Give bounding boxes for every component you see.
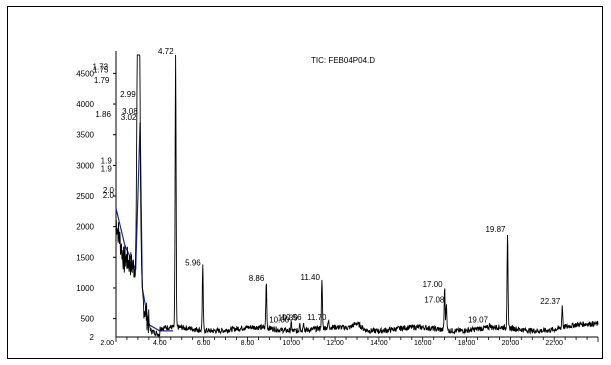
- peak-label: 10.56: [282, 313, 303, 322]
- y-tick-label: 1000: [76, 284, 94, 293]
- x-tick-label: 8.00: [241, 340, 255, 347]
- peak-label: 11.70: [307, 313, 327, 322]
- y-tick-label: 4000: [76, 100, 94, 109]
- peak-label: 17.00: [423, 280, 444, 289]
- peak-label: 3.08: [122, 107, 138, 116]
- tic-trace: [115, 54, 599, 337]
- peak-label: 5.96: [185, 259, 201, 268]
- y-axis-ticks: 4500 4000 3500 3000 2500 2000 1500 1000 500 2: [76, 69, 116, 342]
- peak-label: 19.07: [468, 316, 489, 325]
- x-origin-label: 2.00: [100, 340, 114, 347]
- x-tick-label: 20.00: [502, 340, 520, 347]
- chart-title: TIC: FEB04P04.D: [311, 56, 375, 65]
- integration-baseline: [115, 122, 173, 332]
- peak-label: 22.37: [540, 297, 561, 306]
- x-axis-ticks: 2.00 4.00 6.00 8.00 10.00 12.00 14.00 16.00 18.0…: [100, 337, 599, 347]
- x-tick-label: 22.00: [545, 340, 563, 347]
- chromatogram-chart: 4500 4000 3500 3000 2500 2000 1500 1000 500 2 2.0…: [76, 47, 599, 347]
- peak-label: 1.75: [93, 65, 109, 74]
- x-tick-label: 18.00: [458, 340, 476, 347]
- y-tick-label: 500: [81, 315, 95, 324]
- peak-label: 1.86: [95, 110, 111, 119]
- axes: [115, 51, 598, 338]
- peak-label: 2.0: [103, 186, 115, 195]
- peak-label: 10.00: [269, 316, 290, 325]
- peak-label: 17.08: [424, 295, 445, 304]
- y-tick-label: 3500: [76, 131, 94, 140]
- peak-label: 1.9: [101, 165, 113, 174]
- peak-label: 4.72: [158, 47, 174, 56]
- peak-label: 19.87: [485, 225, 506, 234]
- peak-label: 1.79: [94, 76, 110, 85]
- y-tick-label: 4500: [76, 69, 94, 78]
- peak-label: 8.86: [249, 274, 265, 283]
- y-tick-label: 3000: [76, 161, 94, 170]
- x-tick-label: 6.00: [197, 340, 211, 347]
- y-tick-label: 2000: [76, 223, 94, 232]
- peak-label: 11.40: [301, 273, 321, 282]
- x-tick-label: 10.00: [283, 340, 301, 347]
- peak-label: 10.39: [278, 314, 299, 323]
- peak-label: 1.73: [93, 62, 109, 71]
- peak-label: 1.9: [101, 157, 113, 166]
- x-tick-label: 4.00: [153, 340, 167, 347]
- x-tick-label: 16.00: [414, 340, 432, 347]
- peak-label: 2.0: [103, 191, 115, 200]
- y-tick-label: 2500: [76, 192, 94, 201]
- x-tick-label: 14.00: [370, 340, 388, 347]
- peak-labels: 1.731.75 1.79 1.86 1.91.9 2.02.0 2.99 3.083.02…: [93, 47, 561, 325]
- chart-frame: 4500 4000 3500 3000 2500 2000 1500 1000 500 2 2.0…: [7, 6, 603, 359]
- y-tick-label: 1500: [76, 253, 94, 262]
- peak-label: 2.99: [120, 90, 136, 99]
- x-tick-label: 12.00: [326, 340, 344, 347]
- peak-label: 3.02: [121, 113, 137, 122]
- y-origin-label: 2: [90, 333, 95, 342]
